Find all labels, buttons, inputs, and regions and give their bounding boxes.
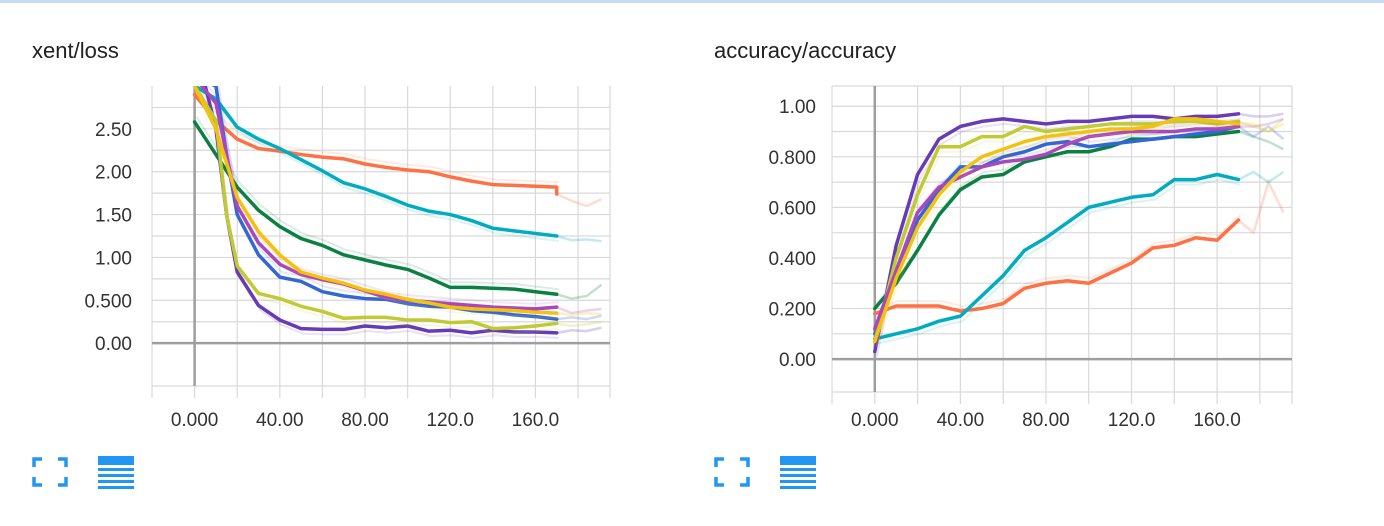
series-line [873, 124, 1241, 336]
y-tick-label: 2.00 [95, 163, 132, 184]
x-tick-label: 40.00 [256, 410, 304, 431]
x-tick-label: 120.0 [1108, 410, 1156, 431]
y-tick-label: 1.50 [95, 206, 132, 227]
series-line [192, 86, 559, 331]
series-line [211, 86, 559, 321]
y-tick-label: 0.00 [779, 350, 816, 371]
series-line-raw [556, 320, 602, 328]
y-tick-label: 2.50 [95, 120, 132, 141]
series-group [192, 86, 603, 339]
series-line [873, 119, 1241, 344]
y-tick-label: 0.00 [95, 334, 132, 355]
loss-chart[interactable]: 0.00 0.500 1.00 1.50 2.00 2.50 0.000 40.00 80.00… [0, 0, 660, 526]
x-tick-label: 160.0 [1193, 410, 1241, 431]
series-line-raw [556, 305, 602, 315]
x-tick-label: 40.00 [937, 410, 985, 431]
series-line [873, 218, 1241, 316]
series-line-raw [556, 311, 602, 317]
x-tick-label: 0.000 [851, 410, 899, 431]
chart-card-accuracy: accuracy/accuracy 0.00 0.200 0.400 0.600 0.8… [682, 0, 1342, 526]
series-line [192, 120, 559, 297]
y-tick-label: 0.200 [768, 300, 816, 321]
series-line-raw [876, 178, 1241, 345]
series-line-raw [1238, 122, 1285, 133]
series-line [192, 92, 559, 196]
series-line-raw [556, 326, 602, 335]
series-line-raw [1238, 130, 1285, 151]
series-line-raw [195, 88, 559, 184]
series-line [873, 172, 1241, 341]
list-lines-icon[interactable] [780, 455, 816, 489]
series-line-raw [875, 122, 1241, 347]
series-line-raw [556, 314, 602, 321]
series-line [199, 86, 559, 311]
series-line-raw [195, 116, 559, 291]
x-tick-label: 80.00 [341, 410, 389, 431]
series-line-raw [1238, 117, 1285, 133]
chart-card-xent-loss: xent/loss 0.00 0.500 1.00 1.50 2.00 2.50 0.000… [0, 0, 660, 526]
series-group [873, 112, 1285, 357]
chart-title: accuracy/accuracy [714, 38, 897, 63]
series-line [873, 124, 1241, 331]
y-tick-label: 0.500 [84, 291, 132, 312]
list-lines-icon[interactable] [98, 455, 134, 489]
series-line [873, 117, 1241, 344]
y-tick-label: 0.800 [768, 148, 816, 169]
series-line [192, 86, 559, 315]
x-tick-label: 120.0 [426, 410, 474, 431]
y-tick-label: 1.00 [95, 248, 132, 269]
fullscreen-corners-icon[interactable] [714, 455, 750, 489]
series-line-raw [556, 283, 603, 300]
y-tick-label: 0.600 [768, 198, 816, 219]
series-line-raw [1237, 124, 1285, 141]
y-tick-label: 1.00 [779, 97, 816, 118]
series-line-raw [556, 234, 602, 243]
accuracy-chart[interactable]: 0.00 0.200 0.400 0.600 0.800 1.00 0.000 40.00 80… [682, 0, 1342, 526]
series-line-raw [1237, 178, 1285, 235]
chart-title: xent/loss [32, 38, 119, 63]
x-tick-label: 80.00 [1022, 410, 1070, 431]
series-line-raw [876, 214, 1242, 310]
series-line-raw [1238, 117, 1284, 128]
x-tick-label: 160.0 [512, 410, 560, 431]
series-line-raw [1238, 112, 1284, 118]
series-line-raw [196, 90, 559, 242]
series-line-raw [1237, 170, 1285, 184]
top-divider [0, 0, 1384, 3]
fullscreen-corners-icon[interactable] [32, 455, 68, 489]
series-line [192, 86, 559, 238]
y-tick-label: 0.400 [768, 249, 816, 270]
series-line-raw [556, 192, 603, 208]
x-tick-label: 0.000 [171, 410, 219, 431]
